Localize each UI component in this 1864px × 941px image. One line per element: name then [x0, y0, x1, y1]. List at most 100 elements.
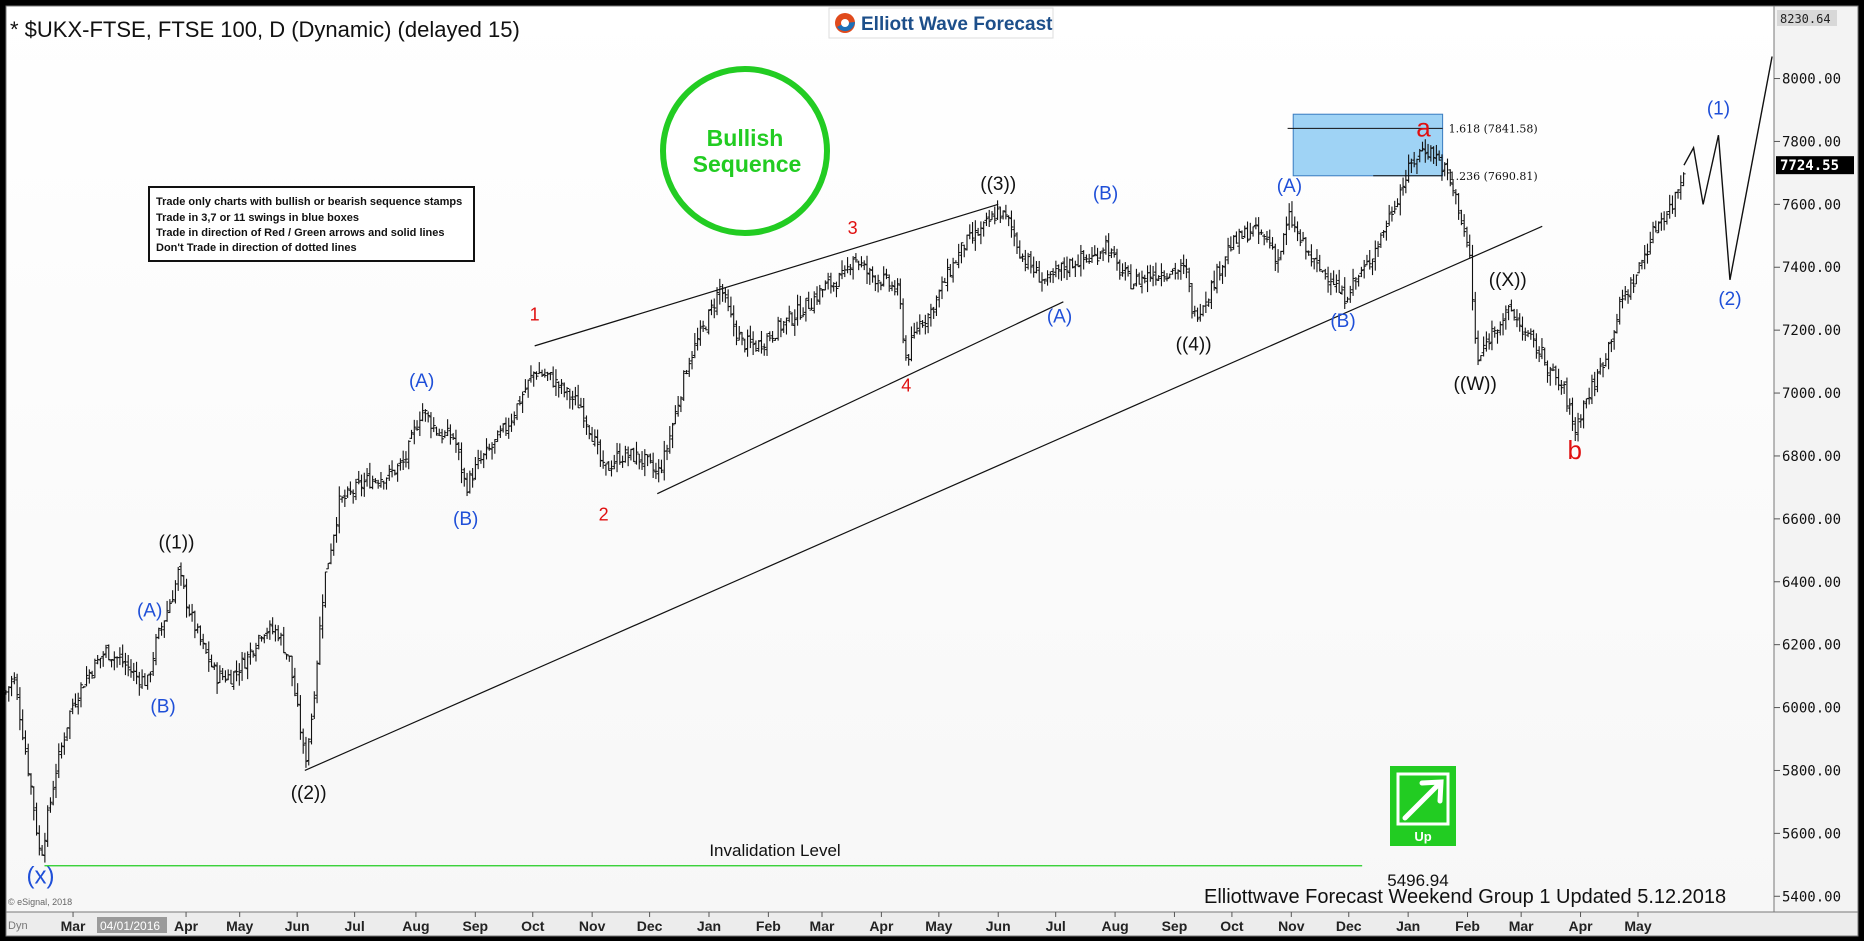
y-tick-label: 7200.00	[1782, 323, 1841, 339]
chart-title: * $UKX-FTSE, FTSE 100, D (Dynamic) (dela…	[10, 17, 520, 42]
y-tick-label: 6200.00	[1782, 638, 1841, 654]
wave-label: (B)	[453, 509, 478, 530]
wave-label: (B)	[1093, 184, 1118, 205]
wave-label: (2)	[1718, 289, 1741, 310]
x-tick-label: Jan	[1396, 918, 1420, 934]
rule-4: Don't Trade in direction of dotted lines	[156, 242, 357, 254]
time-axis: Mar Apr May Jun Jul Aug Sep Oct Nov Dec Jan Feb Mar A…	[61, 912, 1652, 934]
wave-labels: (x) (A) (B) ((1)) ((2)) (A) (B) 1 2 3 4 ((3)) (A) (B)…	[26, 99, 1741, 890]
x-tick-label: Feb	[1455, 918, 1480, 934]
price-axis: 5400.00 5600.00 5800.00 6000.00 6200.00 6400.…	[1774, 72, 1841, 905]
x-tick-label: Mar	[810, 918, 835, 934]
x-tick-label: Apr	[1568, 918, 1593, 934]
last-price-box	[1776, 156, 1854, 175]
x-tick-label: May	[925, 918, 952, 934]
wave-label: (B)	[1330, 311, 1355, 332]
trading-rules-box: Trade only charts with bullish or bearis…	[148, 186, 475, 262]
x-tick-label: Jul	[1046, 918, 1066, 934]
up-arrow-badge: Up	[1390, 766, 1456, 846]
wave-label: 2	[599, 504, 609, 524]
trend-channels	[304, 127, 1543, 772]
trend-line	[657, 301, 1064, 495]
bullish-sequence-stamp: Bullish Sequence	[660, 66, 830, 236]
projection-path	[1683, 56, 1773, 280]
up-arrow-label: Up	[1414, 829, 1431, 844]
x-tick-label: Apr	[174, 918, 199, 934]
wave-label: 4	[901, 375, 911, 395]
stamp-line1: Bullish	[707, 125, 784, 151]
y-tick-label: 7000.00	[1782, 386, 1841, 402]
x-tick-label: Jun	[285, 918, 310, 934]
y-tick-label: 7400.00	[1782, 260, 1841, 276]
y-tick-label: 5800.00	[1782, 763, 1841, 779]
rule-2: Trade in 3,7 or 11 swings in blue boxes	[156, 212, 359, 224]
x-tick-label: Apr	[869, 918, 894, 934]
y-tick-label: 8000.00	[1782, 72, 1841, 88]
stamp-line2: Sequence	[693, 151, 802, 177]
x-tick-label: Aug	[1101, 918, 1128, 934]
wave-label: ((2))	[291, 783, 327, 804]
last-price-label: 7724.55	[1780, 158, 1839, 174]
time-axis-panel	[5, 911, 1859, 937]
top-value-label: 8230.64	[1780, 12, 1831, 26]
x-tick-label: Mar	[1509, 918, 1534, 934]
date-badge: 04/01/2016	[100, 919, 160, 933]
y-tick-label: 6600.00	[1782, 512, 1841, 528]
x-tick-label: Oct	[521, 918, 545, 934]
x-tick-label: Dec	[1336, 918, 1362, 934]
wave-label: (A)	[1277, 176, 1302, 197]
rule-3: Trade in direction of Red / Green arrows…	[156, 227, 445, 239]
x-tick-label: Jan	[697, 918, 721, 934]
trend-line	[534, 203, 999, 347]
wave-label: ((W))	[1454, 374, 1497, 395]
y-tick-label: 5400.00	[1782, 889, 1841, 905]
x-tick-label: Nov	[1278, 918, 1305, 934]
x-tick-label: May	[1624, 918, 1651, 934]
wave-label: (x)	[26, 863, 54, 890]
wave-label: ((X))	[1489, 270, 1527, 291]
rule-1: Trade only charts with bullish or bearis…	[156, 196, 462, 208]
x-tick-label: Feb	[756, 918, 781, 934]
ohlc-bars	[4, 139, 1686, 863]
esignal-credit: © eSignal, 2018	[8, 897, 72, 907]
x-tick-label: Nov	[579, 918, 606, 934]
wave-label: 3	[848, 218, 858, 238]
wave-label: ((4))	[1176, 335, 1212, 356]
wave-label: b	[1568, 435, 1582, 465]
corner-label: Dyn	[8, 920, 28, 932]
invalidation-label: Invalidation Level	[709, 841, 840, 860]
wave-label: 1	[530, 305, 540, 325]
wave-label: (A)	[137, 600, 162, 621]
x-tick-label: Sep	[1162, 918, 1188, 934]
x-tick-label: Jul	[345, 918, 365, 934]
wave-label: (B)	[150, 696, 175, 717]
wave-label: ((1))	[159, 533, 195, 554]
y-tick-label: 6400.00	[1782, 575, 1841, 591]
wave-label: (A)	[409, 371, 434, 392]
wave-label: a	[1416, 113, 1431, 143]
fibonacci-target-box	[1292, 113, 1444, 177]
brand-logo: Elliott Wave Forecast	[828, 7, 1054, 39]
wave-label: (1)	[1707, 99, 1730, 120]
wave-label: (A)	[1047, 306, 1072, 327]
trend-line	[304, 225, 1543, 772]
invalidation-value: 5496.94	[1387, 871, 1448, 890]
x-tick-label: Dec	[637, 918, 663, 934]
brand-name: Elliott Wave Forecast	[861, 14, 1053, 35]
plot-area	[5, 5, 1775, 913]
fib-upper-label: 1.618 (7841.58)	[1449, 122, 1538, 135]
x-tick-label: May	[226, 918, 253, 934]
y-tick-label: 7800.00	[1782, 134, 1841, 150]
update-footer: Elliottwave Forecast Weekend Group 1 Upd…	[1204, 886, 1726, 908]
y-tick-label: 6800.00	[1782, 449, 1841, 465]
y-tick-label: 5600.00	[1782, 826, 1841, 842]
x-tick-label: Sep	[462, 918, 488, 934]
x-tick-label: Jun	[986, 918, 1011, 934]
y-tick-label: 7600.00	[1782, 197, 1841, 213]
x-tick-label: Mar	[61, 918, 86, 934]
up-arrow-icon	[1402, 779, 1444, 821]
x-tick-label: Aug	[402, 918, 429, 934]
x-tick-label: Oct	[1220, 918, 1244, 934]
fib-lower-label: 1.236 (7690.81)	[1449, 170, 1538, 183]
